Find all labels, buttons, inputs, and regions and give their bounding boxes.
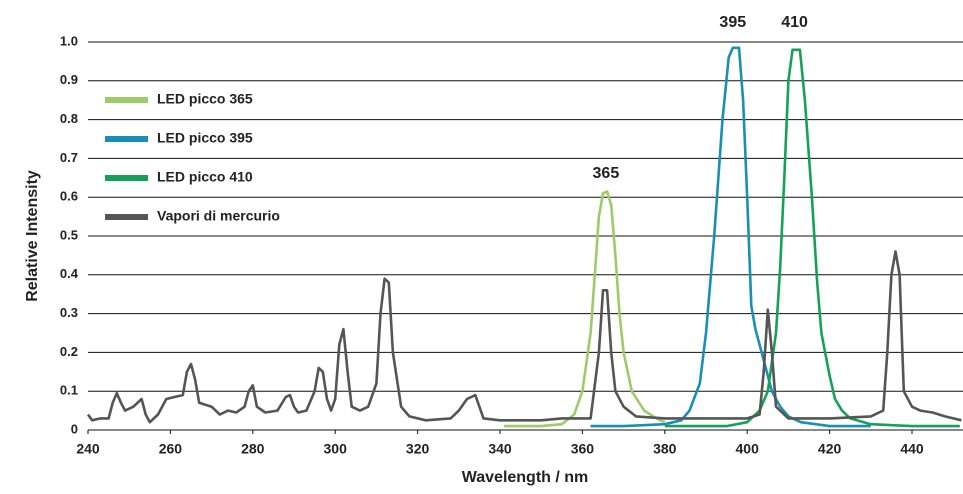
- y-tick-label: 1.0: [60, 33, 78, 48]
- series-line: [504, 190, 666, 428]
- annotation: 395: [719, 14, 746, 31]
- y-tick-label: 0.7: [60, 150, 78, 165]
- x-tick-label: 240: [76, 441, 100, 457]
- y-tick-label: 0.8: [60, 111, 78, 126]
- y-tick-label: 0.9: [60, 72, 78, 87]
- x-tick-label: 400: [736, 441, 760, 457]
- x-axis-label: Wavelength / nm: [462, 469, 589, 486]
- y-tick-label: 0.6: [60, 189, 78, 204]
- series-line: [86, 250, 962, 424]
- y-tick-label: 0.4: [60, 266, 79, 281]
- y-tick-label: 0.2: [60, 344, 78, 359]
- annotation: 365: [593, 165, 620, 182]
- y-tick-label: 0.3: [60, 305, 78, 320]
- y-tick-label: 0: [71, 421, 78, 436]
- legend-label: LED picco 395: [157, 130, 253, 146]
- series-line: [590, 46, 871, 428]
- legend-label: LED picco 410: [157, 169, 253, 185]
- annotation: 410: [781, 14, 808, 31]
- x-tick-label: 280: [241, 441, 265, 457]
- y-tick-label: 0.5: [60, 227, 78, 242]
- legend-label: Vapori di mercurio: [157, 208, 280, 224]
- x-tick-label: 360: [571, 441, 595, 457]
- x-tick-label: 380: [653, 441, 677, 457]
- y-axis-label: Relative Intensity: [24, 170, 41, 302]
- x-tick-label: 340: [488, 441, 512, 457]
- x-tick-label: 440: [900, 441, 924, 457]
- x-tick-label: 260: [159, 441, 183, 457]
- legend-label: LED picco 365: [157, 91, 253, 107]
- x-tick-label: 420: [818, 441, 842, 457]
- x-tick-label: 320: [406, 441, 430, 457]
- series-line: [664, 48, 960, 428]
- y-tick-label: 0.1: [60, 383, 78, 398]
- x-tick-label: 300: [324, 441, 348, 457]
